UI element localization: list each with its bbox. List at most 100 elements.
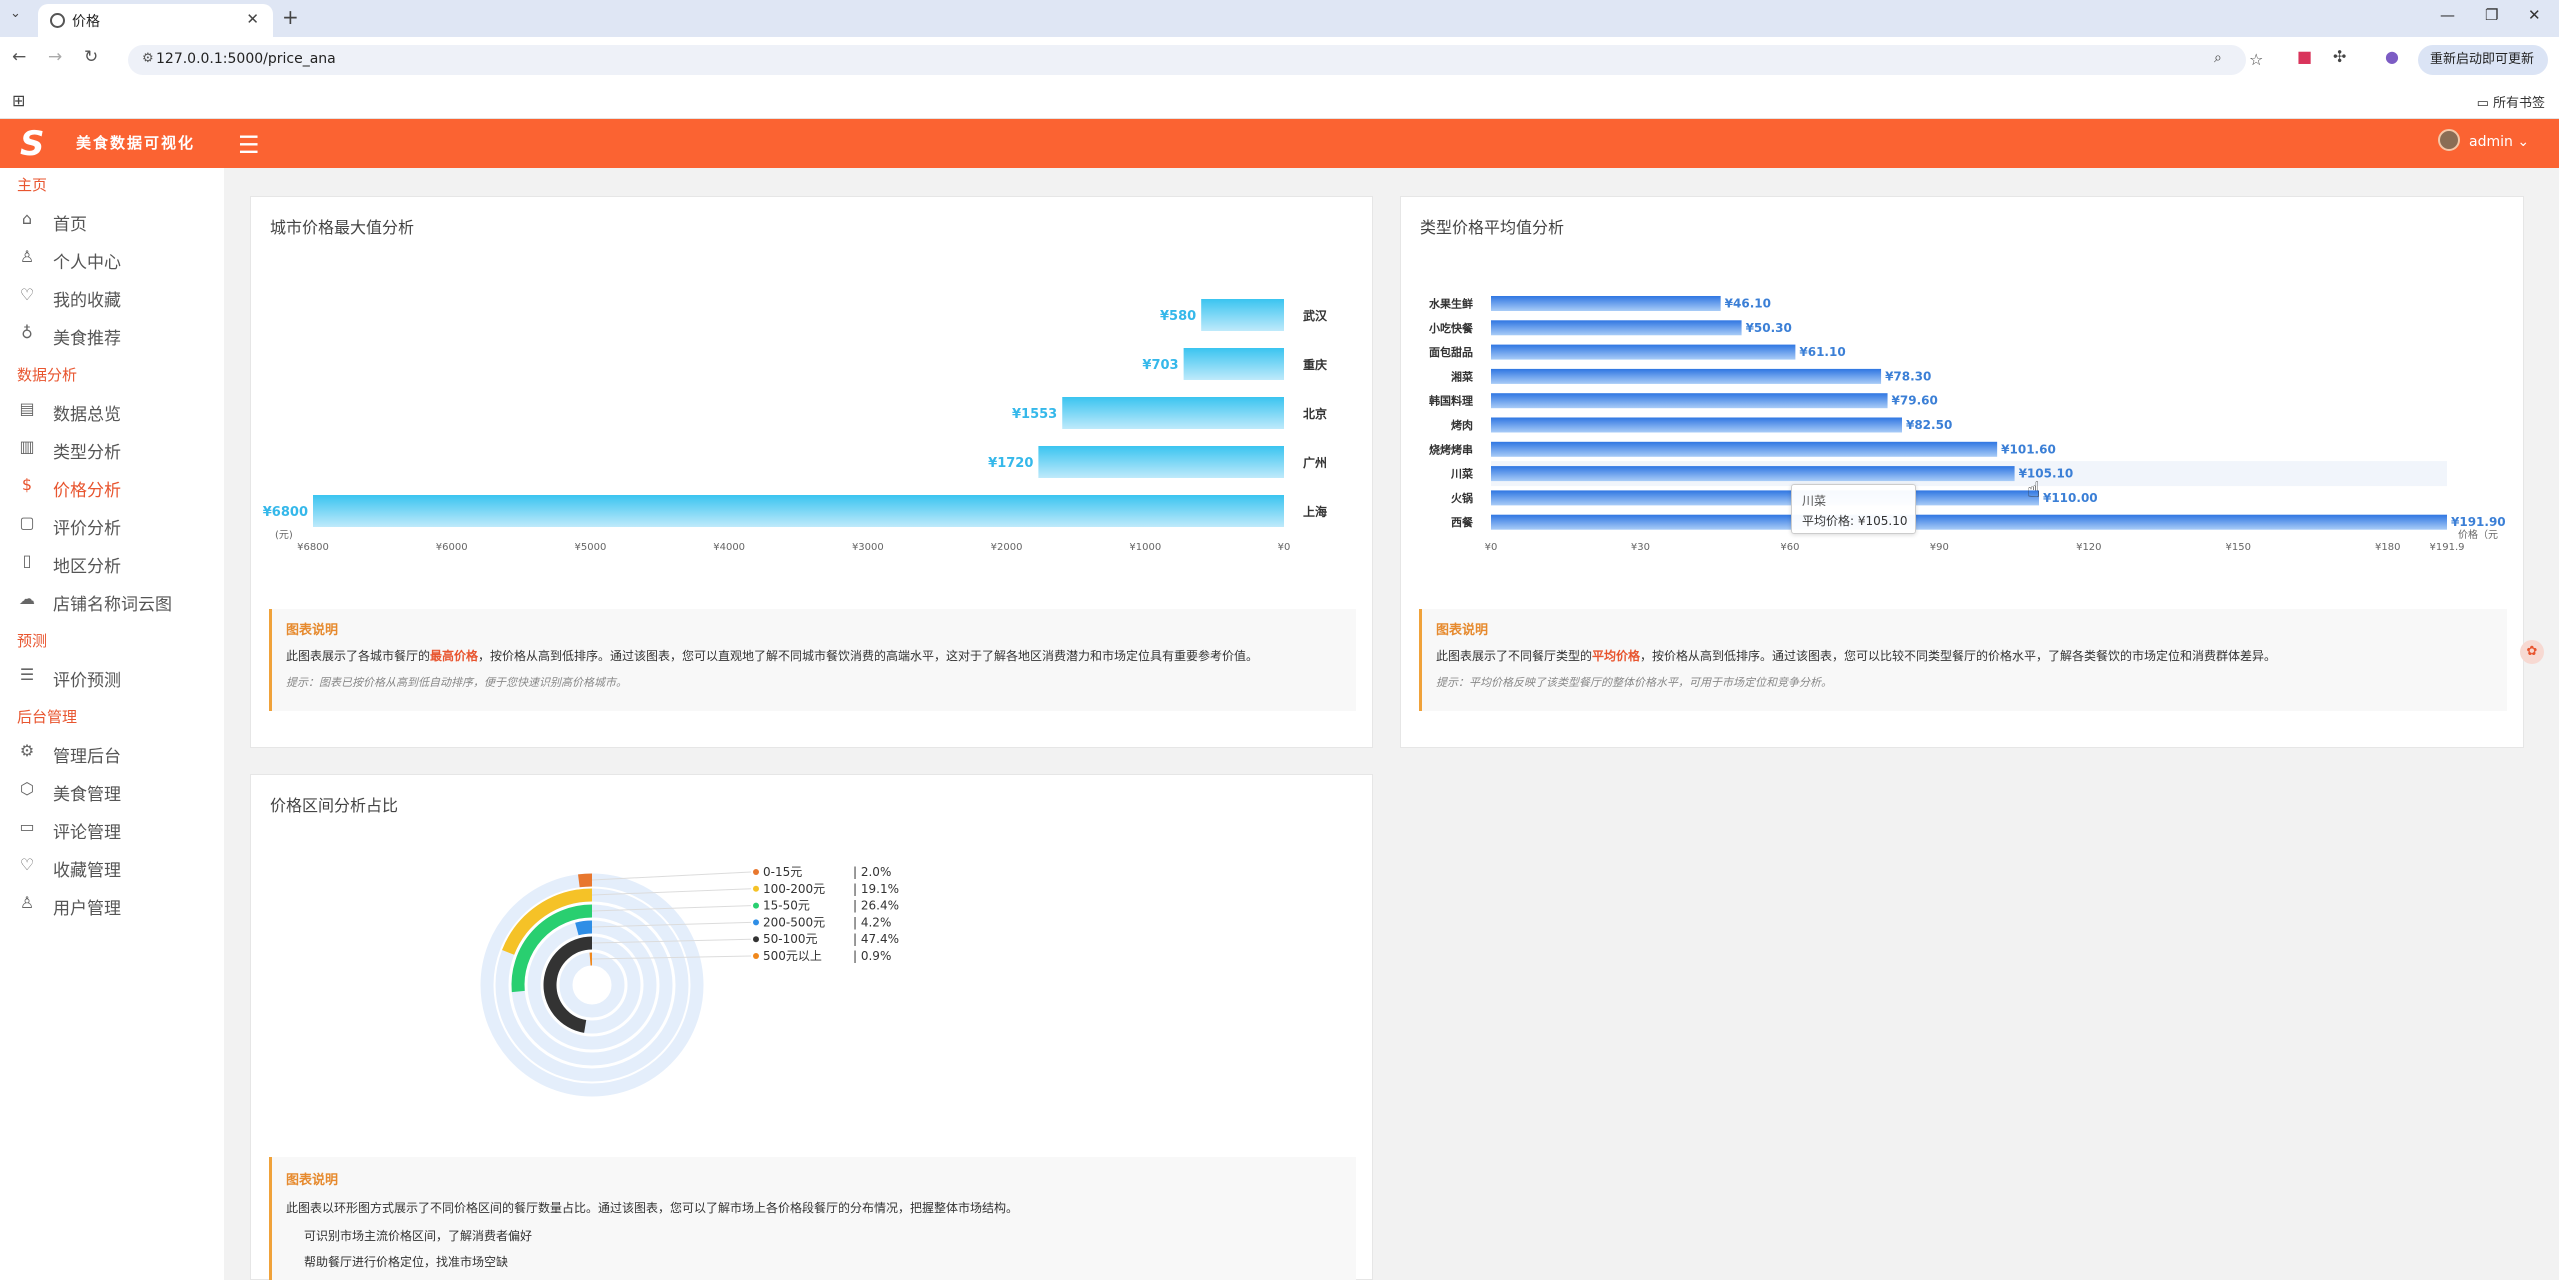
sidebar-item-favorites[interactable]: ♡ 我的收藏 (16, 283, 216, 313)
update-button[interactable]: 重新启动即可更新 ⋮ (2418, 45, 2548, 97)
sidebar-item-rating-predict[interactable]: ☰ 评价预测 (16, 663, 216, 693)
sidebar-item-overview[interactable]: ▤ 数据总览 (16, 397, 216, 427)
all-bookmarks[interactable]: ▭ 所有书签 (2476, 96, 2545, 111)
sidebar-item-label: 数据总览 (53, 405, 121, 425)
sidebar-item-profile[interactable]: ♙ 个人中心 (16, 245, 216, 275)
legend-name: 50-100元 (763, 932, 818, 946)
description-text-pre: 此图表展示了各城市餐厅的 (286, 649, 431, 663)
apps-grid-icon[interactable]: ⊞ (12, 91, 26, 110)
description-bullet: 帮助餐厅进行价格定位，找准市场空缺 (304, 1255, 509, 1269)
zoom-icon[interactable]: ⌕ (2214, 50, 2222, 66)
type-bar-value-label: ¥101.60 (2001, 442, 2056, 456)
url-input[interactable]: ⚙ 127.0.0.1:5000/price_ana ⌕ ☆ (128, 45, 2263, 75)
description-text-post: ，按价格从高到低排序。通过该图表，您可以直观地了解不同城市餐饮消费的高端水平，这… (478, 649, 1259, 663)
type-x-tick-label: ¥191.9 (2430, 542, 2465, 553)
tab-title: 价格 (72, 14, 100, 30)
legend-leader-line (591, 888, 752, 896)
restore-icon[interactable]: ❐ (2485, 6, 2499, 24)
description-tip: 提示：平均价格反映了该类型餐厅的整体价格水平，可用于市场定位和竞争分析。 (1436, 676, 1832, 689)
city-category-label: 上海 (1303, 504, 1327, 519)
sidebar-item-label: 个人中心 (53, 253, 121, 273)
sidebar-item-region[interactable]: ▯ 地区分析 (16, 549, 216, 579)
legend-leader-line (591, 871, 752, 881)
city-category-label: 重庆 (1303, 357, 1327, 372)
profile-icon[interactable]: ● (2385, 47, 2399, 66)
tab-search-icon[interactable]: ⌄ (10, 6, 21, 21)
sidebar-item-type[interactable]: ▥ 类型分析 (16, 435, 216, 465)
sidebar-item-favorite-manage[interactable]: ♡ 收藏管理 (16, 853, 216, 883)
type-bar (1491, 368, 1882, 384)
app-header: S 美食数据可视化 ☰ admin ⌄ (0, 119, 2559, 168)
city-x-tick-label: ¥0 (1278, 542, 1291, 553)
sidebar-item-comment-manage[interactable]: ▭ 评论管理 (16, 815, 216, 845)
all-bookmarks-label: 所有书签 (2492, 96, 2545, 111)
puzzle-icon[interactable]: ✣ (2333, 47, 2347, 66)
avatar[interactable] (2438, 129, 2460, 151)
sidebar-item-admin[interactable]: ⚙ 管理后台 (16, 739, 216, 769)
city-bar-value-label: ¥1720 (988, 456, 1033, 471)
type-category-label: 面包甜品 (1429, 345, 1473, 359)
dollar-icon: $ (21, 475, 33, 494)
city-bar-value-label: ¥580 (1160, 309, 1196, 324)
forward-icon[interactable]: → (48, 47, 63, 67)
bulb-icon: ♁ (21, 323, 33, 342)
sidebar-item-recommend[interactable]: ♁ 美食推荐 (16, 321, 216, 351)
ring-bar (502, 888, 593, 955)
tooltip-value: 平均价格: ¥105.10 (1802, 514, 1908, 528)
sidebar-item-home[interactable]: ⌂ 首页 (16, 207, 216, 237)
browser-tab[interactable]: 价格 ✕ (38, 4, 273, 37)
legend-dot (753, 953, 759, 959)
sidebar-item-label: 美食管理 (53, 785, 121, 805)
sidebar-item-label: 首页 (53, 215, 87, 235)
sidebar-item-wordcloud[interactable]: ☁ 店铺名称词云图 (16, 587, 216, 617)
type-bar-value-label: ¥110.00 (2043, 491, 2098, 505)
map-icon: ▯ (22, 551, 32, 570)
legend-dot (753, 936, 759, 943)
bookmark-star-icon[interactable]: ☆ (2249, 50, 2264, 69)
chart-description: 图表说明 此图表以环形图方式展示了不同价格区间的餐厅数量占比。通过该图表，您可以… (269, 1157, 1356, 1280)
menu-toggle-icon[interactable]: ☰ (238, 131, 260, 159)
sidebar-item-rating[interactable]: ▢ 评价分析 (16, 511, 216, 541)
description-text: 此图表展示了各城市餐厅的最高价格，按价格从高到低排序。通过该图表，您可以直观地了… (286, 647, 1258, 664)
sidebar-item-label: 美食推荐 (53, 329, 121, 349)
description-emphasis: 最高价格 (430, 649, 479, 663)
app-title: 美食数据可视化 (76, 134, 196, 152)
legend-percent: | 26.4% (853, 899, 899, 913)
sidebar-item-food-manage[interactable]: ⬡ 美食管理 (16, 777, 216, 807)
legend-leader-line (591, 938, 752, 944)
sidebar-section-admin: 后台管理 (17, 708, 78, 726)
new-tab-icon[interactable]: + (282, 5, 299, 29)
sidebar-item-price[interactable]: $ 价格分析 (16, 473, 216, 503)
close-window-icon[interactable]: ✕ (2528, 6, 2541, 24)
sidebar-item-label: 管理后台 (53, 747, 121, 767)
minimize-icon[interactable]: — (2440, 6, 2455, 24)
description-heading: 图表说明 (286, 623, 339, 638)
site-info-icon[interactable]: ⚙ (142, 51, 154, 66)
table-icon: ▤ (19, 399, 35, 418)
floating-translate-icon[interactable]: ✿ (2520, 640, 2544, 664)
extension-icon[interactable]: ■ (2297, 47, 2313, 66)
sidebar-item-label: 用户管理 (53, 899, 121, 919)
user-menu[interactable]: admin ⌄ (2469, 134, 2530, 150)
chart-tooltip: 川菜 平均价格: ¥105.10 (1791, 484, 1916, 534)
back-icon[interactable]: ← (12, 47, 27, 67)
type-bar-value-label: ¥46.10 (1725, 297, 1771, 311)
type-x-axis-label: 价格（元 (2458, 528, 2498, 541)
type-bar (1491, 344, 1796, 360)
type-category-label: 西餐 (1451, 515, 1474, 529)
description-heading: 图表说明 (286, 1173, 339, 1188)
type-category-label: 湘菜 (1451, 369, 1474, 383)
chart-description: 图表说明 此图表展示了不同餐厅类型的平均价格，按价格从高到低排序。通过该图表，您… (1419, 609, 2507, 711)
user-icon: ♙ (19, 893, 35, 912)
type-category-label: 火锅 (1451, 491, 1473, 505)
reload-icon[interactable]: ↻ (84, 47, 99, 67)
type-category-label: 烤肉 (1451, 418, 1473, 432)
city-category-label: 北京 (1303, 406, 1327, 421)
description-text-pre: 此图表展示了不同餐厅类型的 (1436, 649, 1593, 663)
legend-name: 500元以上 (763, 949, 822, 963)
legend-percent: | 19.1% (853, 882, 899, 896)
sidebar-item-label: 收藏管理 (53, 861, 121, 881)
sidebar-item-label: 我的收藏 (53, 291, 121, 311)
close-tab-icon[interactable]: ✕ (246, 10, 259, 28)
sidebar-item-user-manage[interactable]: ♙ 用户管理 (16, 891, 216, 921)
